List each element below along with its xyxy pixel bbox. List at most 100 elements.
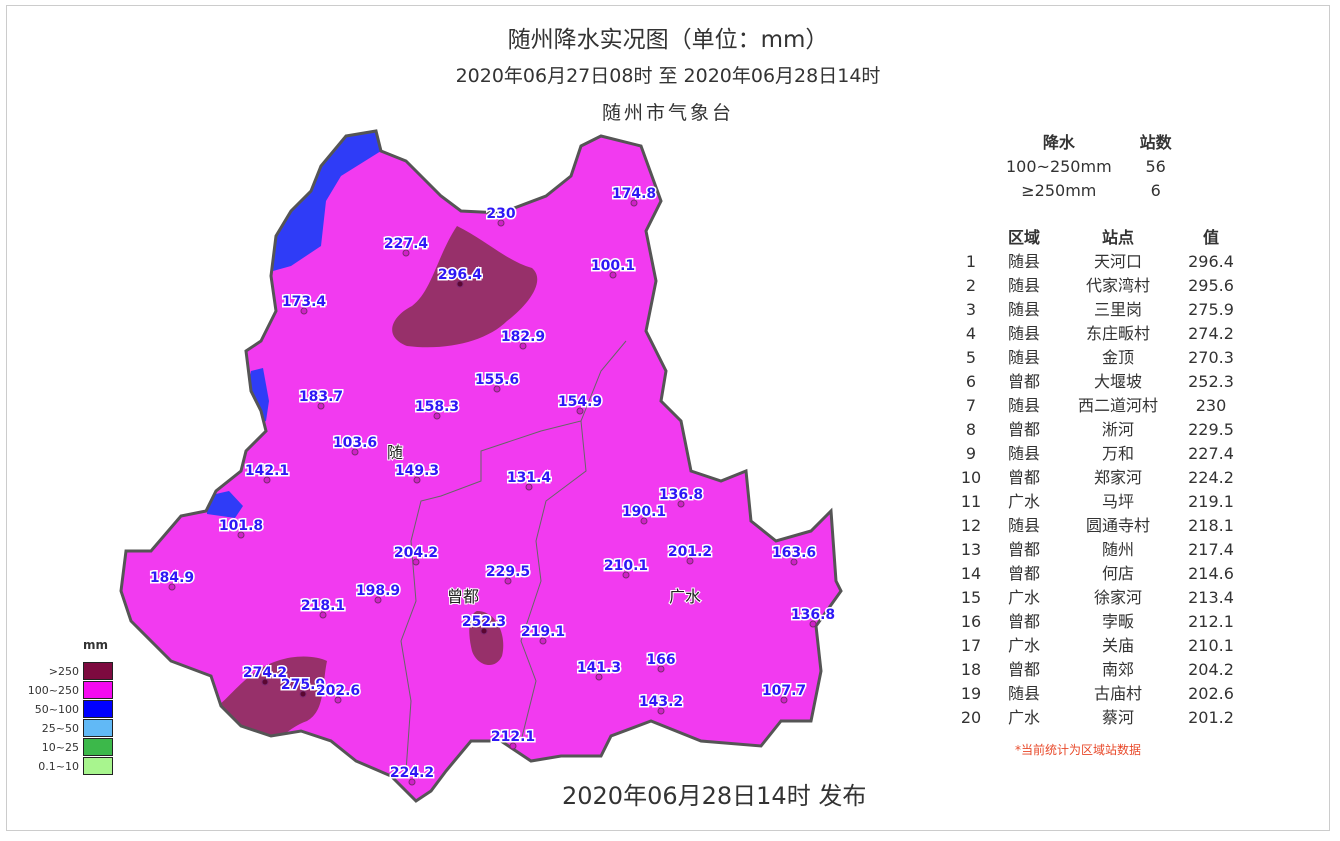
station-dot: [640, 517, 648, 525]
footnote: *当前统计为区域站数据: [1015, 743, 1142, 757]
table-cell: 天河口: [1093, 252, 1142, 271]
legend-unit: mm: [83, 638, 109, 652]
station-dot: [480, 627, 488, 635]
station-value-label: 107.7: [762, 683, 806, 699]
table-cell: 徐家河: [1093, 588, 1142, 607]
table-cell: 孛畈: [1101, 612, 1134, 631]
table-cell: 14: [960, 564, 982, 583]
station-dot: [237, 531, 245, 539]
table-row: 7 随县 西二道河村 230: [952, 394, 1244, 418]
table-cell: 西二道河村: [1077, 396, 1158, 415]
table-cell: 3: [965, 300, 977, 319]
legend-item: 25~50: [17, 719, 117, 738]
table-row: 19 随县 古庙村 202.6: [952, 682, 1244, 706]
table-cell: 何店: [1101, 564, 1134, 583]
station-value-label: 204.2: [394, 545, 438, 561]
legend-item: >250: [17, 662, 117, 681]
station-value-label: 184.9: [150, 570, 194, 586]
station-dot: [790, 558, 798, 566]
table-cell: 金顶: [1101, 348, 1134, 367]
station-dot: [509, 742, 517, 750]
table-cell: 214.6: [1188, 564, 1234, 583]
station-value-label: 230: [486, 206, 515, 222]
table-cell: 7: [965, 396, 977, 415]
region-label-guangshui: 广水: [669, 587, 701, 606]
column-header: [952, 226, 990, 250]
station-value-label: 212.1: [491, 729, 535, 745]
table-cell: 213.4: [1188, 588, 1234, 607]
table-cell: 217.4: [1188, 540, 1234, 559]
table-cell: 212.1: [1188, 612, 1234, 631]
station-dot: [261, 678, 269, 686]
table-cell: 18: [960, 660, 982, 679]
table-cell: 12: [960, 516, 982, 535]
table-cell: 曾都: [1007, 372, 1040, 391]
table-cell: 19: [960, 684, 982, 703]
county-boundary: [119, 129, 843, 803]
station-dot: [497, 219, 505, 227]
table-cell: 曾都: [1007, 420, 1040, 439]
table-cell: 曾都: [1007, 468, 1040, 487]
district-boundary: [520, 420, 587, 742]
table-cell: 随县: [1007, 684, 1040, 703]
rain-zone-50-100: [207, 491, 243, 518]
stats-cell: ≥250mm: [1021, 181, 1097, 200]
table-cell: 274.2: [1188, 324, 1234, 343]
table-cell: 1: [965, 252, 977, 271]
station-dot: [300, 307, 308, 315]
station-dot: [525, 483, 533, 491]
station-value-label: 229.5: [486, 564, 530, 580]
table-cell: 关庙: [1101, 636, 1134, 655]
table-cell: 5: [965, 348, 977, 367]
table-cell: 10: [960, 468, 982, 487]
table-cell: 4: [965, 324, 977, 343]
table-row: 10 曾都 郑家河 224.2: [952, 466, 1244, 490]
station-value-label: 182.9: [501, 329, 545, 345]
legend-item: 0.1~10: [17, 757, 117, 776]
station-dot: [319, 611, 327, 619]
legend-item: 50~100: [17, 700, 117, 719]
table-cell: 圆通寺村: [1085, 516, 1150, 535]
station-value-label: 136.8: [791, 607, 835, 623]
station-value-label: 100.1: [591, 258, 635, 274]
station-dot: [622, 571, 630, 579]
station-dot: [595, 673, 603, 681]
table-row: 11 广水 马坪 219.1: [952, 490, 1244, 514]
table-cell: 大堰坡: [1093, 372, 1142, 391]
table-cell: 随县: [1007, 516, 1040, 535]
legend-label: 50~100: [34, 703, 79, 716]
rain-zone-50-100: [273, 131, 381, 271]
table-cell: 13: [960, 540, 982, 559]
table-cell: 15: [960, 588, 982, 607]
stats-header: 降水: [1042, 133, 1075, 152]
station-value-label: 101.8: [219, 518, 263, 534]
station-ranking-table: 区域 站点值 1 随县 天河口 296.4 2 随县 代家湾村 295.6 3 随县 三里岗 275.9 4…: [952, 226, 1244, 730]
station-value-label: 183.7: [299, 389, 343, 405]
table-row: 3 随县 三里岗 275.9: [952, 298, 1244, 322]
station-value-label: 173.4: [282, 294, 327, 310]
station-dot: [412, 558, 420, 566]
table-cell: 随州: [1101, 540, 1134, 559]
legend-label: 100~250: [27, 684, 79, 697]
station-dot: [686, 557, 694, 565]
rainfall-map-panel: 随州降水实况图（单位：mm） 2020年06月27日08时 至 2020年06月…: [6, 5, 1330, 831]
station-dot: [299, 690, 307, 698]
station-value-label: 218.1: [301, 598, 345, 614]
table-cell: 270.3: [1188, 348, 1234, 367]
table-row: 6 曾都 大堰坡 252.3: [952, 370, 1244, 394]
station-dot: [168, 583, 176, 591]
station-value-label: 142.1: [245, 463, 289, 479]
time-range: 2020年06月27日08时 至 2020年06月28日14时: [455, 65, 881, 87]
table-row: 12 随县 圆通寺村 218.1: [952, 514, 1244, 538]
station-dot: [519, 342, 527, 350]
table-cell: 随县: [1007, 348, 1040, 367]
station-dot: [493, 385, 501, 393]
station-value-label: 190.1: [622, 504, 666, 520]
table-row: 2 随县 代家湾村 295.6: [952, 274, 1244, 298]
stats-cell: 56: [1145, 157, 1166, 176]
table-cell: 东庄畈村: [1085, 324, 1150, 343]
station-value-label: 149.3: [395, 463, 439, 479]
column-header: 区域: [1007, 228, 1040, 247]
table-cell: 随县: [1007, 324, 1040, 343]
table-cell: 17: [960, 636, 982, 655]
